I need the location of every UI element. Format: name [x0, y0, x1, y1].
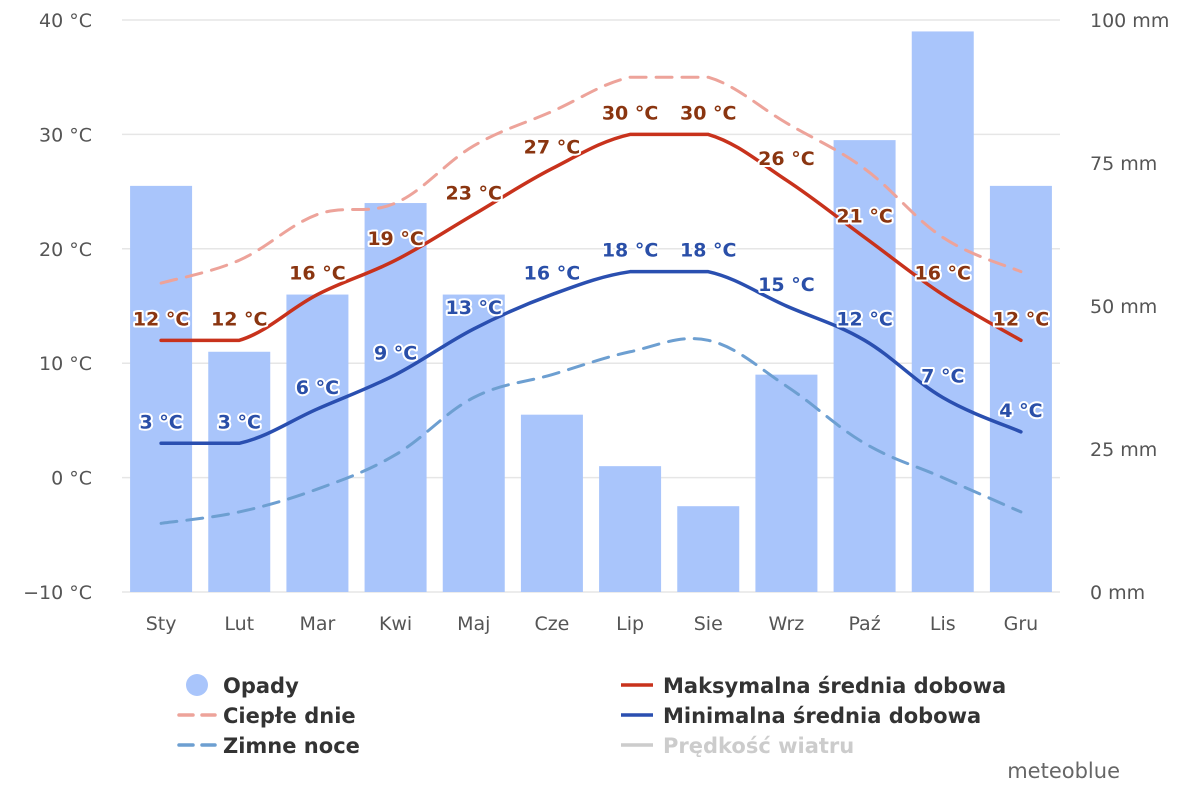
- x-axis-tick-label: Kwi: [379, 613, 412, 635]
- data-label: 12 °C: [133, 308, 190, 330]
- x-axis-tick-label: Sie: [694, 613, 723, 635]
- x-axis-tick-label: Sty: [146, 613, 177, 635]
- precipitation-bar: [755, 374, 818, 592]
- legend-label: Maksymalna średnia dobowa: [663, 674, 1006, 698]
- data-label: 13 °C: [446, 297, 503, 319]
- precipitation-bar: [208, 351, 271, 592]
- legend-label: Ciepłe dnie: [223, 704, 356, 728]
- right-axis-tick-label: 0 mm: [1090, 582, 1145, 604]
- data-label: 19 °C: [367, 228, 424, 250]
- data-label: 16 °C: [289, 263, 346, 285]
- right-axis-tick-label: 25 mm: [1090, 439, 1157, 461]
- data-label: 26 °C: [758, 148, 815, 170]
- data-label: 7 °C: [921, 366, 964, 388]
- min-temp-line: [159, 269, 1023, 446]
- legend-item[interactable]: Minimalna średnia dobowa: [621, 704, 981, 728]
- legend-item[interactable]: Zimne noce: [177, 734, 360, 758]
- precipitation-bar: [599, 466, 662, 592]
- data-label: 4 °C: [999, 400, 1042, 422]
- precipitation-bar: [911, 31, 974, 592]
- data-label: 6 °C: [296, 377, 339, 399]
- temperature-lines: [159, 75, 1023, 525]
- legend[interactable]: Opady Ciepłe dnie Zimne noce Maksymalna śre…: [177, 674, 1006, 758]
- precipitation-bar: [364, 203, 427, 593]
- x-axis-tick-label: Paź: [848, 613, 880, 635]
- grid-lines: [122, 19, 1060, 593]
- legend-label: Minimalna średnia dobowa: [663, 704, 981, 728]
- data-label: 15 °C: [758, 274, 815, 296]
- data-label: 16 °C: [915, 263, 972, 285]
- legend-marker: [186, 674, 208, 696]
- right-axis-tick-label: 75 mm: [1090, 153, 1157, 175]
- x-axis-tick-label: Mar: [299, 613, 335, 635]
- left-axis-tick-label: 20 °C: [39, 239, 92, 261]
- x-axis-tick-label: Wrz: [769, 613, 805, 635]
- data-labels: 12 °C 12 °C 16 °C 19 °C 23 °C 27 °C 30 °C 30 °C…: [131, 100, 1051, 435]
- precipitation-bar: [442, 294, 505, 592]
- precipitation-bars: [130, 31, 1052, 593]
- precipitation-bar: [520, 414, 583, 592]
- right-axis-tick-label: 50 mm: [1090, 296, 1157, 318]
- data-label: 23 °C: [446, 182, 503, 204]
- legend-label: Zimne noce: [223, 734, 360, 758]
- left-axis-tick-label: 10 °C: [39, 353, 92, 375]
- legend-item[interactable]: Maksymalna średnia dobowa: [621, 674, 1006, 698]
- x-axis-tick-label: Maj: [457, 613, 490, 635]
- data-label: 3 °C: [139, 411, 182, 433]
- precipitation-bar: [989, 185, 1052, 592]
- data-label: 12 °C: [836, 308, 893, 330]
- x-axis-tick-label: Lip: [616, 613, 644, 635]
- meteoblue-credit[interactable]: meteoblue: [1007, 759, 1120, 783]
- right-axis-tick-label: 100 mm: [1090, 10, 1169, 32]
- data-label: 30 °C: [602, 102, 659, 124]
- cold-nights-line: [159, 337, 1023, 525]
- axes: 40 °C 30 °C 20 °C 10 °C 0 °C −10 °C 100 mm 75 m…: [23, 10, 1169, 635]
- x-axis-tick-label: Lut: [224, 613, 254, 635]
- x-axis-tick-label: Cze: [534, 613, 569, 635]
- warm-days-line: [159, 75, 1023, 285]
- data-label: 18 °C: [680, 240, 737, 262]
- left-axis-tick-label: 30 °C: [39, 124, 92, 146]
- left-axis-tick-label: −10 °C: [23, 582, 92, 604]
- left-axis-tick-label: 40 °C: [39, 10, 92, 32]
- legend-item[interactable]: Opady: [186, 674, 299, 698]
- data-label: 30 °C: [680, 102, 737, 124]
- data-label: 9 °C: [374, 343, 417, 365]
- left-axis-tick-label: 0 °C: [51, 468, 92, 490]
- precipitation-bar: [677, 506, 740, 592]
- legend-item[interactable]: Prędkość wiatru: [621, 734, 854, 758]
- legend-label: Opady: [223, 674, 299, 698]
- data-label: 16 °C: [524, 263, 581, 285]
- precipitation-bar: [833, 140, 896, 592]
- legend-item[interactable]: Ciepłe dnie: [177, 704, 356, 728]
- data-label: 12 °C: [993, 308, 1050, 330]
- x-axis-tick-label: Lis: [930, 613, 956, 635]
- precipitation-bar: [130, 185, 193, 592]
- data-label: 18 °C: [602, 240, 659, 262]
- data-label: 27 °C: [524, 137, 581, 159]
- data-label: 12 °C: [211, 308, 268, 330]
- max-temp-line: [159, 132, 1023, 343]
- x-axis-tick-label: Gru: [1004, 613, 1039, 635]
- legend-label: Prędkość wiatru: [663, 734, 854, 758]
- data-label: 21 °C: [836, 205, 893, 227]
- data-label: 3 °C: [218, 411, 261, 433]
- precipitation-bar: [286, 294, 349, 592]
